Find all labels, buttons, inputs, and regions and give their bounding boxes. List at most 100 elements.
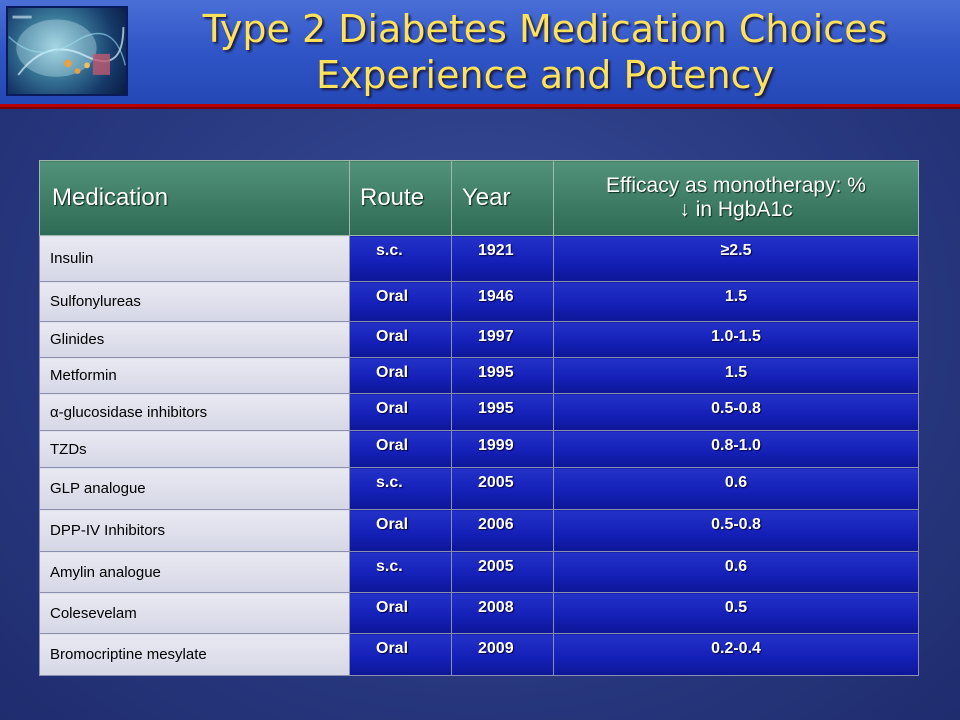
medication-name: Bromocriptine mesylate — [50, 646, 207, 663]
table-header-row: Medication Route Year Efficacy as monoth… — [39, 160, 919, 236]
route-value: Oral — [376, 516, 409, 533]
route-value: s.c. — [376, 242, 403, 259]
efficacy-value: 1.5 — [724, 288, 748, 305]
efficacy-value: 0.6 — [724, 558, 748, 575]
route-value: Oral — [376, 437, 409, 454]
route-cell: s.c. — [349, 235, 452, 282]
year-cell: 1921 — [451, 235, 554, 282]
header-route: Route — [349, 160, 452, 236]
year-cell: 1946 — [451, 281, 554, 322]
route-value: Oral — [376, 599, 409, 616]
route-cell: Oral — [349, 393, 452, 431]
year-cell: 2005 — [451, 467, 554, 510]
year-cell: 1995 — [451, 393, 554, 431]
efficacy-value: 0.2-0.4 — [711, 640, 761, 657]
route-value: Oral — [376, 364, 409, 381]
efficacy-value: 0.5-0.8 — [711, 516, 761, 533]
route-value: Oral — [376, 288, 409, 305]
medication-cell: Metformin — [39, 357, 350, 394]
efficacy-cell: 0.2-0.4 — [553, 633, 919, 676]
route-cell: Oral — [349, 509, 452, 552]
route-cell: Oral — [349, 592, 452, 634]
medication-table: Medication Route Year Efficacy as monoth… — [39, 160, 919, 676]
medication-name: α-glucosidase inhibitors — [50, 403, 208, 421]
table-row: Amylin analogue s.c. 2005 0.6 — [39, 551, 919, 593]
medication-name: TZDs — [50, 440, 87, 458]
molecule-logo-icon — [8, 15, 126, 77]
route-cell: Oral — [349, 430, 452, 468]
medication-cell: TZDs — [39, 430, 350, 468]
medication-name: Amylin analogue — [50, 563, 161, 581]
medication-cell: α-glucosidase inhibitors — [39, 393, 350, 431]
slide-title-line1: Type 2 Diabetes Medication Choices — [202, 7, 888, 51]
efficacy-cell: 1.0-1.5 — [553, 321, 919, 358]
year-cell: 2006 — [451, 509, 554, 552]
year-value: 2006 — [478, 516, 514, 533]
efficacy-cell: 0.5-0.8 — [553, 509, 919, 552]
table-row: TZDs Oral 1999 0.8-1.0 — [39, 430, 919, 468]
year-value: 1995 — [478, 364, 514, 381]
medication-cell: Glinides — [39, 321, 350, 358]
route-cell: Oral — [349, 321, 452, 358]
header-efficacy-line2: ↓ in HgbA1c — [679, 198, 793, 221]
table-row: Colesevelam Oral 2008 0.5 — [39, 592, 919, 634]
efficacy-value: ≥2.5 — [720, 242, 752, 259]
efficacy-value: 1.0-1.5 — [711, 328, 761, 345]
efficacy-cell: 1.5 — [553, 281, 919, 322]
medication-name: Insulin — [50, 250, 94, 267]
medication-cell: Sulfonylureas — [39, 281, 350, 322]
medication-cell: DPP-IV Inhibitors — [39, 509, 350, 552]
header-efficacy-line1: Efficacy as monotherapy: % — [606, 174, 866, 197]
efficacy-value: 0.5-0.8 — [711, 400, 761, 417]
header-year: Year — [451, 160, 554, 236]
table-row: Bromocriptine mesylate Oral 2009 0.2-0.4 — [39, 633, 919, 676]
year-value: 1995 — [478, 400, 514, 417]
year-value: 1999 — [478, 437, 514, 454]
medication-cell: GLP analogue — [39, 467, 350, 510]
medication-cell: Colesevelam — [39, 592, 350, 634]
slide-title: Type 2 Diabetes Medication Choices Exper… — [140, 6, 950, 98]
year-value: 2005 — [478, 558, 514, 575]
efficacy-cell: ≥2.5 — [553, 235, 919, 282]
year-cell: 1999 — [451, 430, 554, 468]
table-row: Insulin s.c. 1921 ≥2.5 — [39, 235, 919, 282]
medication-cell: Amylin analogue — [39, 551, 350, 593]
route-value: Oral — [376, 640, 409, 657]
efficacy-value: 0.6 — [724, 474, 748, 491]
year-value: 2009 — [478, 640, 514, 657]
table-body: Insulin s.c. 1921 ≥2.5 Sulfonylureas Ora… — [39, 235, 919, 676]
route-value: Oral — [376, 328, 409, 345]
table-row: α-glucosidase inhibitors Oral 1995 0.5-0… — [39, 393, 919, 431]
route-cell: Oral — [349, 633, 452, 676]
year-cell: 2005 — [451, 551, 554, 593]
route-cell: Oral — [349, 281, 452, 322]
route-value: s.c. — [376, 474, 403, 491]
efficacy-value: 1.5 — [724, 364, 748, 381]
medication-name: Colesevelam — [50, 604, 137, 622]
medication-name: GLP analogue — [50, 480, 146, 497]
medication-name: Metformin — [50, 367, 117, 384]
table-row: GLP analogue s.c. 2005 0.6 — [39, 467, 919, 510]
title-banner: Type 2 Diabetes Medication Choices Exper… — [0, 0, 960, 107]
route-cell: s.c. — [349, 467, 452, 510]
medication-cell: Bromocriptine mesylate — [39, 633, 350, 676]
efficacy-cell: 0.8-1.0 — [553, 430, 919, 468]
year-value: 2005 — [478, 474, 514, 491]
medication-cell: Insulin — [39, 235, 350, 282]
year-value: 1921 — [478, 242, 514, 259]
efficacy-cell: 0.6 — [553, 467, 919, 510]
route-value: s.c. — [376, 558, 403, 575]
route-cell: Oral — [349, 357, 452, 394]
year-cell: 1997 — [451, 321, 554, 358]
efficacy-cell: 0.6 — [553, 551, 919, 593]
medication-name: DPP-IV Inhibitors — [50, 522, 166, 539]
efficacy-cell: 0.5 — [553, 592, 919, 634]
year-cell: 1995 — [451, 357, 554, 394]
efficacy-cell: 1.5 — [553, 357, 919, 394]
table-row: Glinides Oral 1997 1.0-1.5 — [39, 321, 919, 358]
route-value: Oral — [376, 400, 409, 417]
route-cell: s.c. — [349, 551, 452, 593]
table-row: Sulfonylureas Oral 1946 1.5 — [39, 281, 919, 322]
year-value: 1946 — [478, 288, 514, 305]
table-row: DPP-IV Inhibitors Oral 2006 0.5-0.8 — [39, 509, 919, 552]
